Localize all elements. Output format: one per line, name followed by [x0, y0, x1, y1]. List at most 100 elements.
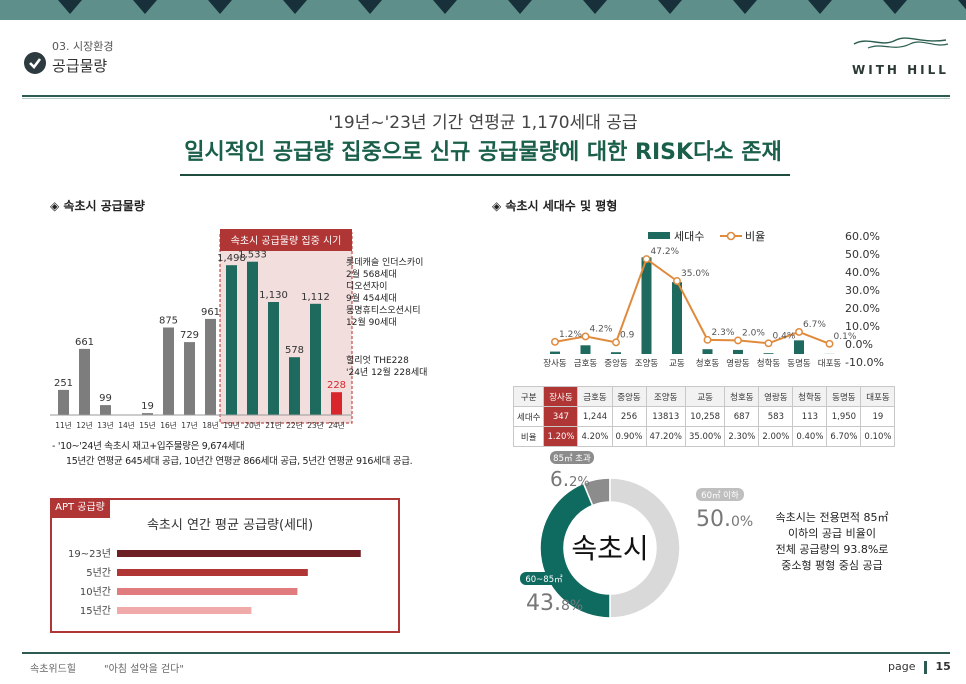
band-triangle — [883, 0, 907, 14]
supply-x-label: 11년 — [55, 420, 72, 430]
highlight-header — [220, 229, 352, 251]
slice-tag-60-under-bg — [696, 488, 744, 501]
band-triangle — [958, 0, 966, 10]
band-triangle — [808, 0, 832, 14]
band-triangle — [583, 0, 607, 14]
combo-x-label: 장사동 — [543, 358, 567, 369]
table-cell: 47.20% — [645, 426, 686, 447]
supply-bar — [247, 261, 258, 415]
y2-tick-label: 50.0% — [845, 248, 880, 261]
left-section-title: ◈ 속초시 공급물량 — [50, 199, 145, 213]
apt-category-label: 15년간 — [80, 605, 111, 617]
supply-x-label: 24년 — [328, 420, 345, 430]
highlight-band — [219, 232, 353, 424]
count-bar — [611, 352, 621, 354]
household-combo-chart: 세대수 비율 60.0% 50.0% 40.0% 30.0% 20.0% 10.0% 0.0% -… — [543, 230, 884, 369]
supply-x-label: 17년 — [181, 420, 198, 430]
ratio-label: 47.2% — [651, 247, 680, 257]
supply-value-label: 961 — [201, 307, 220, 318]
band-triangle — [433, 0, 457, 14]
table-cell: 1,244 — [577, 406, 613, 427]
top-pattern-band — [0, 0, 966, 20]
headline-title: 일시적인 공급량 집중으로 신규 공급물량에 대한 RISK다소 존재 — [184, 140, 782, 165]
supply-bar-chart: 속초시 공급물량 집중 시기 251 11년 661 12년 99 13년 14년 19 15년 8… — [50, 229, 427, 430]
donut-desc-line: 중소형 평형 중심 공급 — [781, 559, 883, 572]
donut-desc-line: 전체 공급량의 93.8%로 — [775, 543, 889, 556]
table-cell: 구분 — [512, 386, 545, 407]
count-bar — [672, 282, 682, 354]
supply-note: 12월 90세대 — [346, 316, 397, 328]
page-label: page — [888, 660, 916, 673]
page-divider — [923, 660, 927, 674]
logo-text: WITH HILL — [852, 63, 949, 77]
table-cell: 10,258 — [684, 406, 726, 427]
supply-bar — [163, 327, 174, 415]
combo-x-label: 청학동 — [757, 358, 781, 369]
supply-x-label: 21년 — [265, 420, 282, 430]
supply-value-label: 19 — [141, 401, 154, 412]
table-cell: 0.10% — [860, 426, 896, 447]
supply-bar — [268, 302, 279, 415]
page-indicator: page 15 — [888, 660, 951, 674]
supply-x-label: 14년 — [118, 420, 135, 430]
ratio-point — [734, 336, 742, 345]
y2-tick-label: 0.0% — [845, 338, 873, 351]
band-triangle — [283, 0, 307, 14]
table-cell: 2.00% — [758, 426, 794, 447]
donut-description: 속초시는 전용면적 85㎡ 이하의 공급 비율이 전체 공급량의 93.8%로 … — [752, 510, 912, 574]
footer-slogan: "아침 설악을 걷다" — [104, 664, 184, 675]
area-donut-chart: 속초시 85㎡ 초과 6.2% 60㎡ 이하 50.0% 60~85㎡ 43.8% — [520, 451, 753, 619]
supply-note: 디오션자이 — [346, 281, 387, 292]
donut-desc-line: 속초시는 전용면적 85㎡ — [775, 511, 889, 524]
table-cell: 비율 — [512, 426, 545, 447]
header-rule-thin — [22, 98, 950, 99]
count-bar — [702, 349, 713, 354]
footer-brand: 속초위드힐 — [30, 664, 76, 675]
band-triangle — [133, 0, 157, 14]
supply-value-label: 729 — [180, 330, 199, 341]
table-cell: 조양동 — [645, 386, 686, 407]
footer-rule — [22, 652, 950, 654]
slice-value-60-under: 50.0% — [696, 507, 753, 532]
ratio-point — [703, 335, 712, 344]
apt-supply-box — [50, 498, 400, 633]
ratio-label: 0.9 — [620, 330, 635, 340]
table-cell: 0.40% — [792, 426, 828, 447]
withhill-logo — [853, 37, 949, 49]
supply-note: 2월 568세대 — [346, 268, 397, 280]
supply-note: 힐리엇 THE228 — [346, 354, 409, 366]
supply-bar — [184, 342, 195, 415]
table-cell: 교동 — [684, 386, 726, 407]
combo-x-label: 청호동 — [696, 359, 720, 369]
supply-bar — [142, 413, 153, 415]
table-cell: 중앙동 — [611, 386, 647, 407]
supply-value-label: 251 — [54, 378, 73, 389]
supply-bar — [205, 318, 216, 415]
combo-x-label: 영랑동 — [726, 358, 750, 369]
supply-value-label: 1,130 — [259, 290, 288, 301]
ratio-label: 0.4% — [773, 331, 796, 341]
band-bg — [0, 0, 966, 20]
supply-note: '24년 12월 228세대 — [346, 366, 427, 378]
supply-value-label: 1,112 — [301, 292, 330, 303]
table-cell: 0.90% — [611, 426, 647, 447]
combo-x-label: 동명동 — [787, 358, 811, 369]
apt-bar — [117, 550, 361, 557]
supply-value-label: 228 — [327, 380, 346, 391]
y2-tick-label: -10.0% — [845, 356, 884, 369]
footnote-line2: 15년간 연평균 645세대 공급, 10년간 연평균 866세대 공급, 5년… — [66, 456, 413, 467]
table-cell: 대포동 — [860, 386, 896, 407]
apt-category-label: 19~23년 — [68, 548, 111, 560]
count-bar — [641, 257, 652, 354]
page-number: 15 — [935, 660, 951, 673]
slice-tag-85-over-bg — [550, 451, 594, 464]
slice-tag-60-85: 60~85㎡ — [525, 575, 563, 585]
band-triangle — [208, 0, 232, 14]
ratio-point — [581, 332, 590, 341]
ratio-label: 2.3% — [712, 328, 735, 338]
supply-bar — [100, 405, 111, 415]
table-cell: 금호동 — [577, 386, 613, 407]
table-cell: 13813 — [645, 406, 686, 427]
combo-x-label: 교동 — [669, 359, 685, 369]
count-bar — [794, 340, 804, 354]
